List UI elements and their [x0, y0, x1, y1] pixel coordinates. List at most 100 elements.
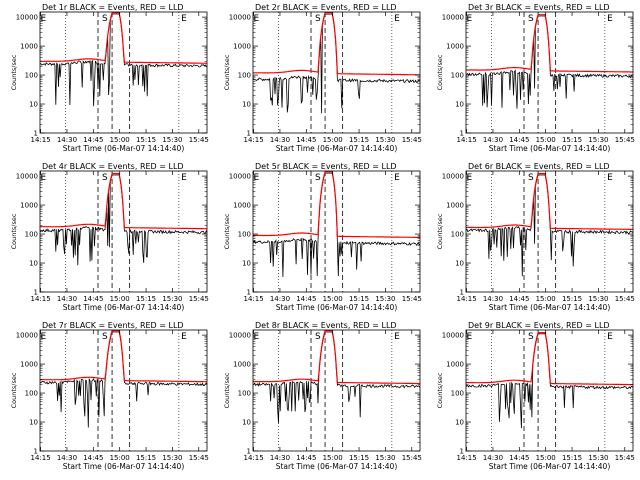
x-tick-label: 15:30	[588, 136, 608, 144]
series-lld-line	[40, 173, 207, 230]
y-tick-label: 1000	[233, 202, 251, 210]
detector-panel-1: Det 1r BLACK = Events, RED = LLD E S E 1 10 10…	[10, 3, 209, 153]
top-marker: S	[102, 173, 108, 183]
series-lld-line	[465, 14, 633, 73]
y-tick-label: 1	[247, 448, 251, 456]
x-tick-label: 15:30	[162, 454, 182, 462]
y-tick-label: 1	[34, 289, 38, 297]
y-tick-label: 100	[238, 390, 251, 398]
y-tick-label: 1000	[20, 43, 38, 51]
y-tick-label: 10	[29, 101, 38, 109]
x-tick-label: 14:45	[509, 136, 529, 144]
top-marker: S	[102, 332, 108, 342]
series-events-line	[465, 333, 634, 429]
x-tick-label: 14:15	[30, 136, 50, 144]
x-tick-label: 15:45	[615, 454, 635, 462]
panel-title: Det 8r BLACK = Events, RED = LLD	[255, 321, 397, 330]
y-axis-title: Counts/sec	[223, 54, 231, 90]
detector-panel-4: Det 4r BLACK = Events, RED = LLD E S E 1 10 10…	[10, 162, 209, 312]
y-tick-label: 1000	[446, 202, 464, 210]
x-tick-label: 15:15	[349, 454, 369, 462]
y-tick-label: 1000	[20, 202, 38, 210]
x-tick-label: 15:30	[162, 136, 182, 144]
y-tick-label: 1	[34, 130, 38, 138]
plot-frame	[252, 329, 421, 452]
x-tick-label: 14:15	[243, 454, 263, 462]
y-tick-label: 10	[242, 260, 251, 268]
top-marker: E	[607, 332, 613, 342]
top-marker: S	[528, 173, 534, 183]
y-tick-label: 1	[247, 289, 251, 297]
top-marker: S	[315, 173, 321, 183]
x-tick-label: 14:15	[243, 136, 263, 144]
y-tick-label: 10000	[229, 332, 251, 340]
y-axis-title: Counts/sec	[223, 372, 231, 408]
x-axis-title: Start Time (06-Mar-07 14:14:40)	[276, 303, 398, 312]
detector-panel-5: Det 5r BLACK = Events, RED = LLD E S E 1 10 10…	[223, 162, 422, 312]
y-tick-label: 10000	[229, 14, 251, 22]
detector-panel-9: Det 9r BLACK = Events, RED = LLD E S E 1 10 10…	[436, 321, 635, 471]
x-tick-label: 15:30	[588, 295, 608, 303]
x-tick-label: 14:45	[83, 454, 103, 462]
x-tick-label: 15:45	[402, 136, 422, 144]
x-tick-label: 15:00	[323, 295, 343, 303]
y-tick-label: 10000	[16, 332, 38, 340]
top-marker: E	[467, 173, 473, 183]
panel-title: Det 9r BLACK = Events, RED = LLD	[468, 321, 610, 330]
x-tick-label: 15:00	[110, 454, 130, 462]
x-tick-label: 14:30	[270, 454, 290, 462]
panel-title: Det 1r BLACK = Events, RED = LLD	[42, 3, 184, 12]
plot-frame	[39, 170, 208, 293]
plot-frame	[252, 170, 421, 293]
y-tick-label: 100	[238, 72, 251, 80]
top-marker: S	[315, 332, 321, 342]
top-marker: E	[394, 173, 400, 183]
y-tick-label: 10	[455, 101, 464, 109]
x-tick-label: 14:15	[30, 454, 50, 462]
series-lld-line	[466, 173, 633, 230]
y-tick-label: 10000	[16, 14, 38, 22]
x-tick-label: 15:30	[375, 136, 395, 144]
y-tick-label: 10	[29, 260, 38, 268]
panel-title: Det 4r BLACK = Events, RED = LLD	[42, 162, 184, 171]
panel-title: Det 3r BLACK = Events, RED = LLD	[468, 3, 610, 12]
x-tick-label: 15:45	[615, 136, 635, 144]
x-tick-label: 15:15	[136, 136, 156, 144]
x-tick-label: 15:00	[110, 136, 130, 144]
y-tick-label: 100	[25, 231, 38, 239]
series-events-line	[465, 174, 634, 277]
top-marker: E	[181, 332, 187, 342]
plot-frame	[465, 329, 634, 452]
detector-panel-6: Det 6r BLACK = Events, RED = LLD E S E 1 10 10…	[436, 162, 635, 312]
y-axis-title: Counts/sec	[436, 213, 444, 249]
x-tick-label: 14:30	[57, 454, 77, 462]
y-tick-label: 1000	[20, 361, 38, 369]
y-tick-label: 10	[455, 419, 464, 427]
x-tick-label: 15:45	[189, 454, 209, 462]
x-tick-label: 15:00	[536, 136, 556, 144]
plot-frame	[39, 329, 208, 452]
y-axis-title: Counts/sec	[436, 372, 444, 408]
top-marker: S	[102, 14, 108, 24]
y-tick-label: 10	[29, 419, 38, 427]
top-marker: E	[41, 332, 47, 342]
y-tick-label: 100	[25, 390, 38, 398]
series-lld-line	[253, 329, 420, 385]
y-tick-label: 1	[247, 130, 251, 138]
x-axis-title: Start Time (06-Mar-07 14:14:40)	[63, 144, 185, 153]
x-tick-label: 15:30	[588, 454, 608, 462]
x-tick-label: 14:45	[296, 136, 316, 144]
y-tick-label: 100	[451, 72, 464, 80]
y-tick-label: 100	[238, 231, 251, 239]
x-tick-label: 15:15	[562, 295, 582, 303]
x-tick-label: 15:15	[136, 454, 156, 462]
detector-panel-8: Det 8r BLACK = Events, RED = LLD E S E 1 10 10…	[223, 321, 422, 471]
x-tick-label: 14:30	[57, 136, 77, 144]
plot-frame	[465, 11, 634, 134]
top-marker: E	[467, 14, 473, 24]
top-marker: E	[181, 14, 187, 24]
top-marker: S	[528, 332, 534, 342]
top-marker: E	[394, 332, 400, 342]
panel-title: Det 5r BLACK = Events, RED = LLD	[255, 162, 397, 171]
y-tick-label: 1	[34, 448, 38, 456]
